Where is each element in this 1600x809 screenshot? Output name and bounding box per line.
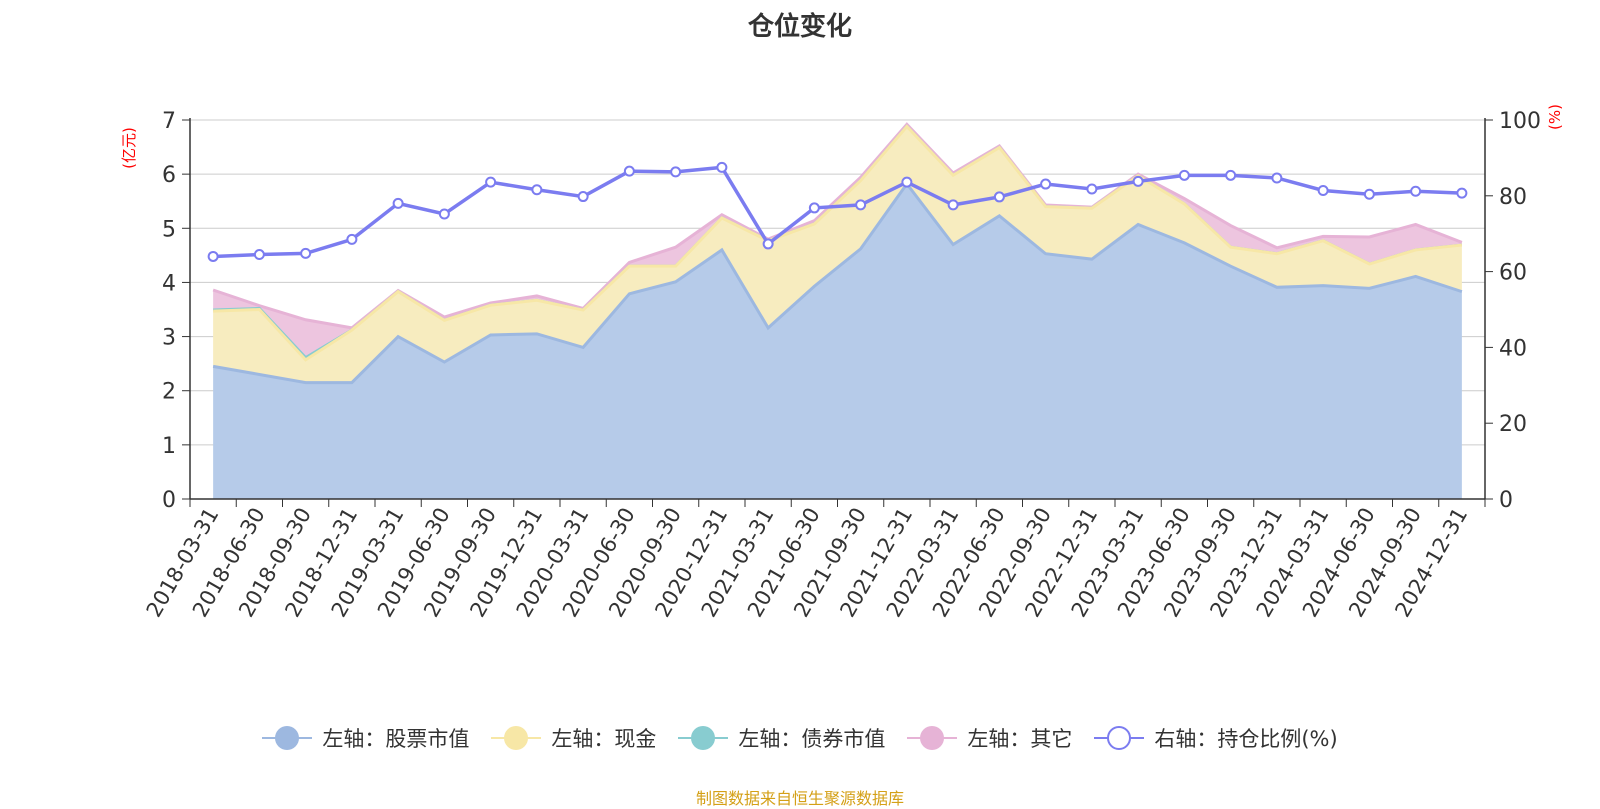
source-note: 制图数据来自恒生聚源数据库 (695, 789, 904, 808)
ratio-point (1456, 187, 1468, 199)
ratio-point (947, 199, 959, 211)
ratio-point (1317, 184, 1329, 196)
ratio-point (1178, 169, 1190, 181)
cash-area-line (213, 124, 1463, 362)
y-left-tick-label: 7 (162, 109, 176, 134)
legend-label: 左轴：债券市值 (738, 727, 886, 751)
ratio-point (716, 161, 728, 173)
ratio-point (485, 176, 497, 188)
ratio-line-layer (207, 161, 1468, 262)
filled-circle-icon (907, 724, 958, 752)
area-layer (212, 122, 1463, 500)
ratio-point (577, 191, 589, 203)
ratio-point (993, 191, 1005, 203)
ratio-line (213, 165, 1462, 259)
ratio-point (623, 165, 635, 177)
hollow-circle-icon (1094, 724, 1145, 752)
y-right-tick-label: 80 (1499, 185, 1527, 210)
legend-label: 右轴：持仓比例(%) (1154, 727, 1338, 751)
y-right-tick-label: 20 (1499, 412, 1527, 437)
y-right-tick-label: 0 (1499, 488, 1513, 513)
ratio-point (1271, 172, 1283, 184)
ratio-point (207, 250, 219, 262)
stock-area (213, 183, 1462, 500)
ratio-point (808, 202, 820, 214)
ratio-point (392, 197, 404, 209)
legend-label: 左轴：股票市值 (322, 727, 470, 751)
y-left-tick-label: 1 (162, 434, 176, 459)
legend: 左轴：股票市值 左轴：现金 左轴：债券市值 左轴：其它 右轴：持仓比例(%) (0, 723, 1600, 753)
legend-item[interactable]: 右轴：持仓比例(%) (1094, 723, 1338, 753)
y-left-tick-label: 2 (162, 380, 176, 405)
y-left-axis-label: (亿元) (120, 127, 138, 169)
ratio-point (346, 233, 358, 245)
ratio-point (1132, 175, 1144, 187)
ratio-point (1040, 178, 1052, 190)
y-right-tick-label: 40 (1499, 336, 1527, 361)
ratio-point (1086, 183, 1098, 195)
y-left-tick-label: 3 (162, 326, 176, 351)
y-right-tick-label: 100 (1499, 109, 1541, 134)
ratio-point (438, 208, 450, 220)
filled-circle-icon (491, 724, 542, 752)
other-area-line (212, 122, 1463, 330)
legend-item[interactable]: 左轴：股票市值 (262, 723, 469, 753)
ratio-point (531, 184, 543, 196)
ratio-point (670, 166, 682, 178)
legend-item[interactable]: 左轴：其它 (907, 723, 1072, 753)
ratio-point (901, 176, 913, 188)
ratio-point (1225, 169, 1237, 181)
filled-circle-icon (678, 724, 729, 752)
filled-circle-icon (262, 724, 313, 752)
ratio-point (300, 247, 312, 259)
ratio-point (253, 249, 265, 261)
legend-label: 左轴：其它 (967, 727, 1073, 751)
legend-item[interactable]: 左轴：债券市值 (678, 723, 885, 753)
ratio-point (855, 199, 867, 211)
ratio-point (762, 238, 774, 250)
y-left-tick-label: 4 (162, 271, 176, 296)
y-left-tick-label: 6 (162, 163, 176, 188)
legend-label: 左轴：现金 (551, 727, 657, 751)
y-right-tick-label: 60 (1499, 261, 1527, 286)
y-left-tick-label: 0 (162, 488, 176, 513)
y-left-tick-label: 5 (162, 217, 176, 242)
cash-area (213, 126, 1462, 383)
chart-title: 仓位变化 (747, 12, 852, 42)
legend-item[interactable]: 左轴：现金 (491, 723, 656, 753)
ratio-point (1363, 188, 1375, 200)
ratio-point (1410, 185, 1422, 197)
stock-area-line (212, 181, 1463, 385)
y-right-axis-label: (%) (1546, 104, 1564, 130)
